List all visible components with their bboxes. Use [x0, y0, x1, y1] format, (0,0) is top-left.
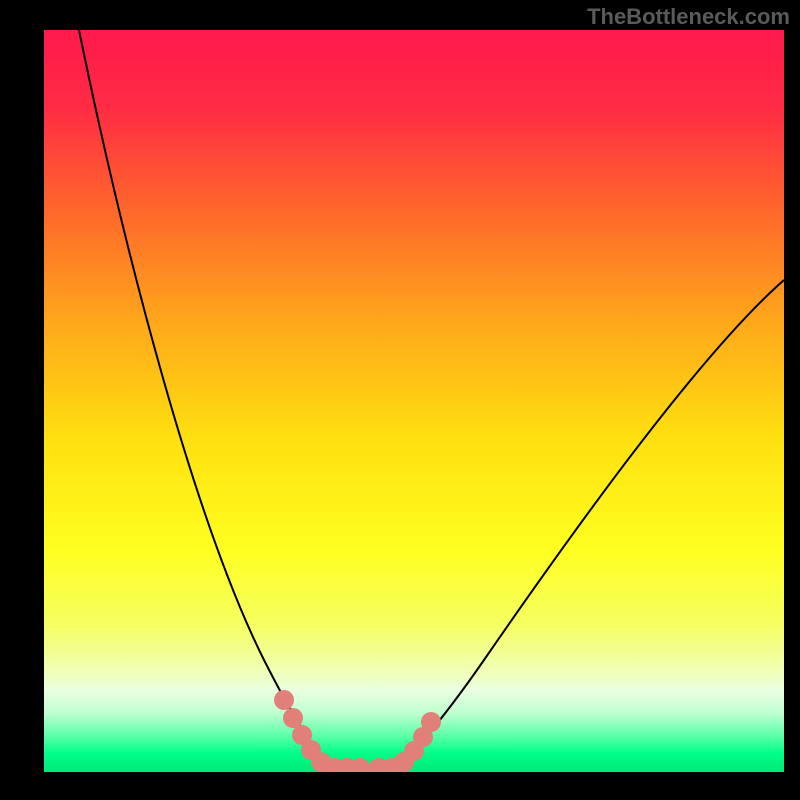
valley-marker — [421, 712, 441, 732]
plot-svg — [44, 30, 784, 772]
valley-marker — [283, 708, 303, 728]
valley-marker — [274, 690, 294, 710]
chart-canvas: TheBottleneck.com — [0, 0, 800, 800]
watermark-text: TheBottleneck.com — [587, 4, 790, 30]
plot-area — [44, 30, 784, 772]
